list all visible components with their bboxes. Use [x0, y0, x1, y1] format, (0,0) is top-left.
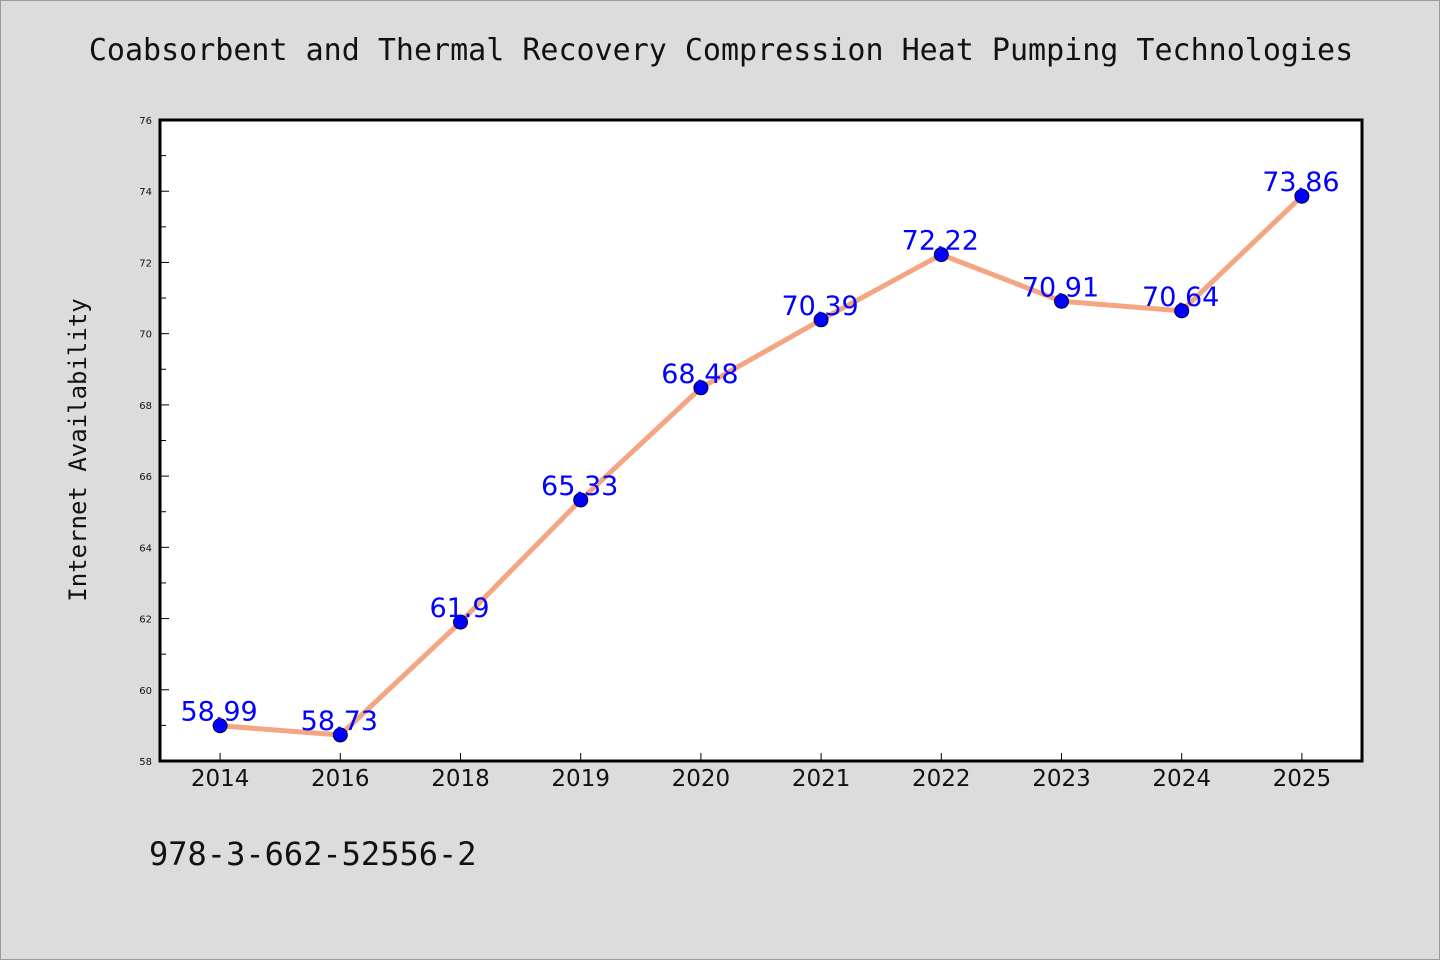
data-point [933, 247, 949, 263]
y-tick-label: 64 [139, 543, 152, 554]
data-point [1054, 293, 1069, 309]
x-tick-label: 2014 [191, 766, 250, 792]
data-point [332, 727, 348, 743]
x-tick-label: 2020 [672, 766, 731, 792]
y-tick-label: 72 [139, 258, 152, 269]
y-tick-label: 76 [139, 116, 152, 127]
data-point [1174, 303, 1190, 319]
y-tick-label: 66 [139, 472, 152, 483]
data-label: 61.9 [429, 593, 489, 624]
data-label: 73.86 [1262, 167, 1339, 198]
data-label: 72.22 [902, 226, 979, 257]
data-label: 70.39 [781, 291, 858, 322]
chart-title: Coabsorbent and Thermal Recovery Compres… [88, 33, 1354, 68]
x-tick-label: 2016 [311, 766, 370, 792]
series-group [212, 188, 1310, 743]
x-tick-label: 2021 [792, 766, 851, 792]
data-point [212, 718, 228, 734]
y-tick-label: 70 [139, 330, 152, 341]
data-label: 65.33 [541, 471, 618, 502]
data-labels-group: 58.99 58.73 61.9 65.33 68.48 70.39 72.22 70.91 7… [180, 167, 1339, 737]
data-point [693, 380, 709, 396]
data-point [573, 492, 589, 508]
x-tick-label: 2018 [431, 766, 490, 792]
data-label: 68.48 [661, 359, 738, 390]
data-label: 70.64 [1142, 282, 1219, 313]
y-tick-label: 60 [139, 686, 152, 697]
data-point [453, 614, 468, 630]
x-tick-label: 2022 [912, 766, 971, 792]
x-tick-label: 2024 [1152, 766, 1211, 792]
data-label: 70.91 [1022, 272, 1099, 303]
x-tick-label: 2019 [551, 766, 610, 792]
data-label: 58.73 [301, 706, 378, 737]
x-axis: 2014 2016 2018 2019 2020 2021 2022 2023 2024 2025 [191, 753, 1331, 792]
y-tick-label: 58 [139, 757, 152, 768]
y-axis: 58 60 62 64 66 68 70 72 74 76 [139, 116, 169, 768]
y-tick-label: 68 [139, 401, 152, 412]
series-line [217, 193, 1305, 738]
data-label: 58.99 [180, 697, 257, 728]
x-tick-label: 2023 [1032, 766, 1091, 792]
data-point [813, 312, 829, 328]
x-tick-label: 2025 [1273, 766, 1332, 792]
y-tick-label: 62 [139, 615, 152, 626]
data-point [1294, 188, 1310, 204]
plot-area [158, 118, 1364, 763]
isbn-label: 978-3-662-52556-2 [149, 835, 477, 873]
y-tick-label: 74 [139, 187, 152, 198]
